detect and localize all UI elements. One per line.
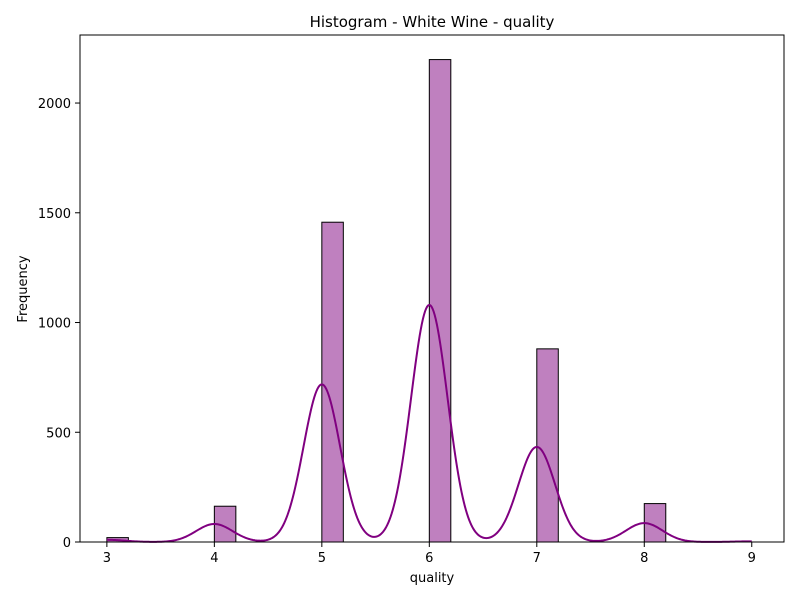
y-tick-label: 500 — [46, 426, 71, 441]
kde-line — [106, 303, 752, 543]
y-tick-label: 2000 — [38, 97, 71, 112]
x-tick-label: 6 — [425, 551, 433, 566]
x-axis: 3 4 5 6 7 8 9 — [103, 542, 756, 566]
x-tick-label: 3 — [103, 551, 111, 566]
plot-frame — [79, 34, 785, 543]
x-tick-label: 4 — [210, 551, 218, 566]
y-tick-label: 1500 — [38, 207, 71, 222]
histogram-bar — [536, 348, 559, 543]
bars-group — [106, 59, 667, 543]
x-tick-label: 9 — [748, 551, 756, 566]
y-tick-label: 1000 — [38, 317, 71, 332]
y-axis-label: Frequency — [16, 255, 31, 322]
x-tick-label: 7 — [533, 551, 541, 566]
histogram-bar — [321, 221, 344, 543]
x-tick-label: 8 — [640, 551, 648, 566]
x-tick-label: 5 — [318, 551, 326, 566]
chart-title: Histogram - White Wine - quality — [310, 13, 555, 31]
y-tick-label: 0 — [63, 536, 71, 551]
histogram-bar — [428, 59, 452, 543]
x-axis-label: quality — [410, 571, 455, 586]
y-axis: 0 500 1000 1500 2000 — [38, 97, 80, 551]
